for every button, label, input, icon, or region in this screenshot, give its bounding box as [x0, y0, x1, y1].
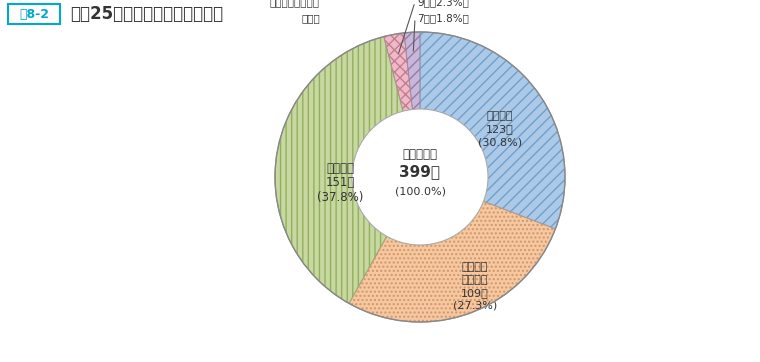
Circle shape [352, 109, 488, 245]
Text: 123人: 123人 [486, 124, 514, 134]
Text: 派遣者総数: 派遣者総数 [403, 148, 438, 161]
Text: 109人: 109人 [461, 288, 489, 298]
Text: 指令で定める機関: 指令で定める機関 [270, 0, 320, 7]
Text: 外国政府: 外国政府 [326, 163, 354, 176]
Text: 国際連合: 国際連合 [486, 111, 513, 121]
Text: 399人: 399人 [400, 164, 441, 180]
Text: 図8-2: 図8-2 [19, 8, 49, 21]
Wedge shape [404, 32, 420, 177]
Text: 7人（1.8%）: 7人（1.8%） [417, 13, 469, 23]
Text: (37.8%): (37.8%) [317, 190, 363, 203]
Text: (27.3%): (27.3%) [453, 301, 497, 311]
Text: 151人: 151人 [325, 177, 355, 189]
Text: その他の: その他の [462, 262, 489, 272]
FancyBboxPatch shape [8, 4, 60, 24]
Text: (30.8%): (30.8%) [478, 137, 522, 147]
Text: (100.0%): (100.0%) [394, 186, 445, 196]
Text: 国際機関: 国際機関 [462, 275, 489, 285]
Text: 9人（2.3%）: 9人（2.3%） [417, 0, 469, 7]
Text: 研究所: 研究所 [301, 13, 320, 23]
Wedge shape [384, 33, 420, 177]
Wedge shape [349, 177, 556, 322]
Text: 平成25年度末派遣先機関別状況: 平成25年度末派遣先機関別状況 [70, 5, 223, 23]
Wedge shape [275, 37, 420, 303]
Wedge shape [420, 32, 565, 229]
